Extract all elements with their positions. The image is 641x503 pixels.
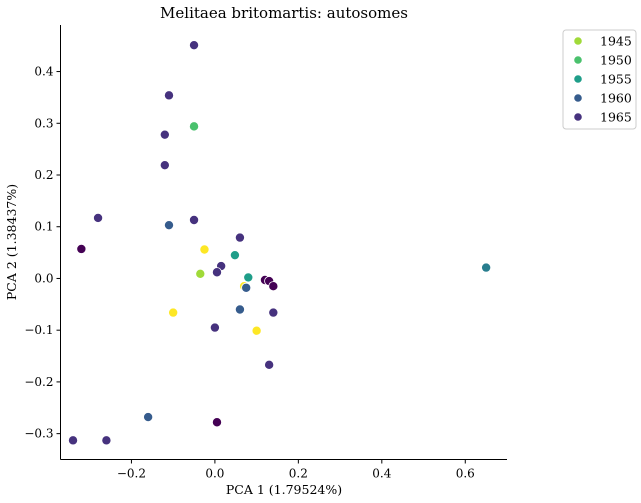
scatter-point [481, 262, 492, 273]
y-tick-label: 0.3 [34, 116, 53, 130]
scatter-point [229, 250, 240, 261]
y-tick-label: −0.3 [24, 427, 53, 441]
scatter-point [168, 307, 179, 318]
axis-ticks: −0.2 0.0 0.2 0.4 0.6 −0.3 −0.2 −0.1 0.0 0.1 0.2 0.3… [24, 65, 474, 481]
x-tick-label: 0.0 [205, 467, 224, 481]
y-tick-label: −0.1 [24, 323, 53, 337]
legend: 1945 1950 1955 1960 1965 [562, 29, 637, 130]
scatter-point [93, 212, 104, 223]
scatter-points [68, 40, 492, 446]
scatter-point [195, 268, 206, 279]
scatter-point [268, 307, 279, 318]
y-tick-label: −0.2 [24, 375, 53, 389]
legend-label: 1950 [600, 53, 632, 68]
scatter-point [68, 435, 79, 446]
legend-marker [573, 36, 583, 46]
scatter-point [189, 121, 200, 132]
scatter-point [241, 282, 252, 293]
scatter-point [199, 244, 210, 255]
scatter-point [159, 160, 170, 171]
scatter-point [163, 90, 174, 101]
x-tick-label: 0.4 [372, 467, 391, 481]
scatter-point [163, 220, 174, 231]
scatter-point [251, 325, 262, 336]
scatter-point [209, 322, 220, 333]
legend-label: 1945 [600, 34, 632, 49]
legend-label: 1960 [600, 91, 632, 106]
scatter-point [159, 129, 170, 140]
legend-frame [562, 29, 637, 130]
chart-title: Melitaea britomartis: autosomes [160, 4, 408, 22]
y-tick-label: 0.4 [34, 65, 53, 79]
legend-marker [573, 74, 583, 84]
legend-label: 1955 [600, 72, 632, 87]
y-tick-label: 0.2 [34, 168, 53, 182]
scatter-point [234, 304, 245, 315]
scatter-point [189, 40, 200, 51]
scatter-point [211, 267, 222, 278]
legend-marker [573, 112, 583, 122]
x-tick-label: 0.2 [289, 467, 308, 481]
x-tick-label: 0.6 [456, 467, 475, 481]
scatter-point [143, 412, 154, 423]
scatter-point [211, 417, 222, 428]
scatter-point [243, 272, 254, 283]
x-axis-label: PCA 1 (1.79524%) [226, 482, 342, 497]
scatter-point [189, 215, 200, 226]
scatter-point [76, 243, 87, 254]
y-tick-label: 0.1 [34, 220, 53, 234]
legend-label: 1965 [600, 110, 632, 125]
scatter-point [101, 435, 112, 446]
legend-marker [573, 55, 583, 65]
scatter-point [268, 281, 279, 292]
legend-marker [573, 93, 583, 103]
scatter-point [264, 359, 275, 370]
y-axis-label: PCA 2 (1.38437%) [4, 184, 19, 300]
scatter-point [234, 232, 245, 243]
x-tick-label: −0.2 [117, 467, 146, 481]
y-tick-label: 0.0 [34, 271, 53, 285]
